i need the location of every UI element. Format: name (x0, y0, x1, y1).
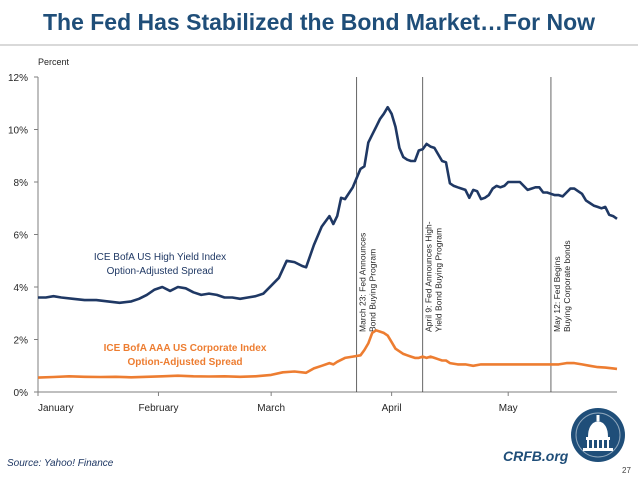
title-divider (0, 44, 638, 46)
aaa-series-label: ICE BofA AAA US Corporate Index (104, 343, 267, 354)
brand-link[interactable]: CRFB.org (503, 448, 569, 464)
annotation-label: Yield Bond Buying Program (434, 228, 444, 332)
y-tick-label: 0% (14, 388, 29, 399)
y-tick-label: 6% (14, 231, 29, 242)
y-tick-label: 2% (14, 336, 29, 347)
annotation-label: April 9: Fed Announces High- (424, 221, 434, 332)
y-tick-label: 4% (14, 283, 29, 294)
high-yield-series-line (38, 105, 618, 305)
x-tick-label: May (499, 403, 518, 414)
page-number: 27 (622, 466, 631, 475)
y-tick-label: 12% (8, 73, 28, 84)
y-axis-label: Percent (38, 57, 70, 67)
x-tick-label: February (138, 403, 178, 414)
x-tick-label: January (38, 403, 74, 414)
x-tick-label: March (257, 403, 285, 414)
x-tick-label: April (382, 403, 402, 414)
source-note: Source: Yahoo! Finance (7, 458, 114, 469)
aaa-series-line (37, 329, 618, 379)
annotation-label: Bond Buying Program (368, 249, 378, 332)
annotation-label: March 23: Fed Announces (358, 233, 368, 332)
capitol-dome-icon (571, 408, 625, 462)
page-title: The Fed Has Stabilized the Bond Market…F… (42, 9, 596, 35)
annotation-label: Buying Corporate bonds (562, 240, 572, 332)
high-yield-series-label: ICE BofA US High Yield Index (94, 252, 226, 263)
high-yield-series-label: Option-Adjusted Spread (107, 266, 214, 277)
aaa-series-label: Option-Adjusted Spread (128, 357, 243, 368)
y-tick-label: 10% (8, 126, 28, 137)
annotation-label: May 12: Fed Begins (552, 256, 562, 332)
y-tick-label: 8% (14, 178, 29, 189)
